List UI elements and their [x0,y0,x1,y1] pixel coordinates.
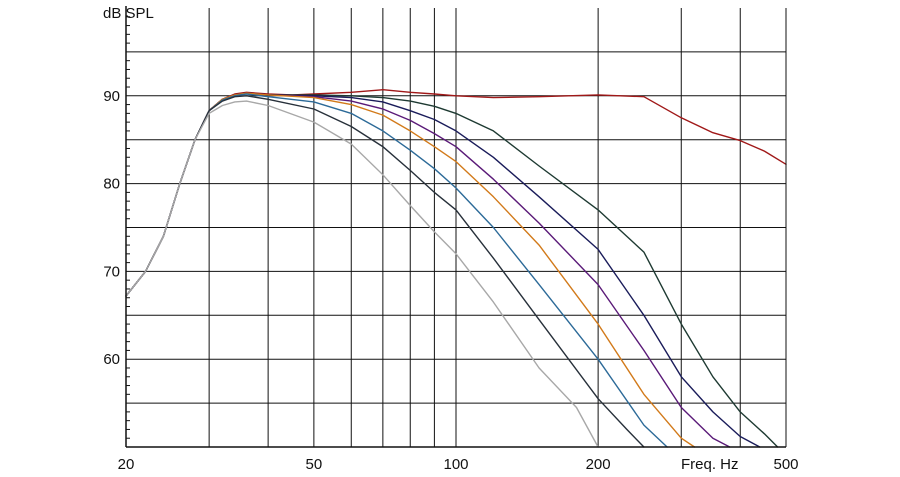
frame-layer [125,6,787,448]
y-tick-label: 60 [103,351,120,368]
y-tick-label: 80 [103,176,120,193]
series-line-3 [125,92,761,448]
labels-layer: dB SPL Freq. Hz 20 50 100 200 500 60 70 80 90 [103,5,799,473]
x-tick-label: 500 [773,456,798,473]
series-line-6 [125,93,668,448]
x-tick-label: 20 [118,456,135,473]
series-line-2 [125,92,779,448]
x-tick-label: 100 [443,456,468,473]
y-axis-title: dB SPL [103,5,154,22]
y-tick-label: 90 [103,88,120,105]
series-line-8 [125,100,599,448]
x-tick-label: 50 [306,456,323,473]
series-line-4 [125,92,731,448]
x-axis-title: Freq. Hz [681,456,739,473]
x-tick-label: 200 [586,456,611,473]
y-tick-label: 70 [103,263,120,280]
grid-layer [126,8,786,447]
series-layer [125,88,787,448]
